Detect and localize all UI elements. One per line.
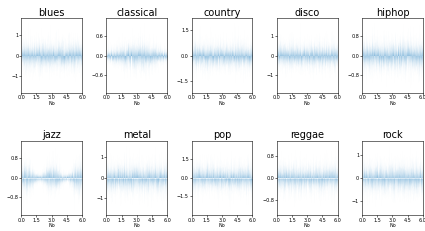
X-axis label: No: No [48, 223, 55, 228]
X-axis label: No: No [389, 101, 396, 106]
Title: country: country [204, 8, 241, 18]
Title: reggae: reggae [290, 130, 324, 140]
X-axis label: No: No [133, 223, 140, 228]
Title: hiphop: hiphop [376, 8, 409, 18]
Title: rock: rock [382, 130, 403, 140]
Title: classical: classical [116, 8, 158, 18]
X-axis label: No: No [219, 223, 225, 228]
X-axis label: No: No [304, 223, 311, 228]
X-axis label: No: No [219, 101, 225, 106]
X-axis label: No: No [389, 223, 396, 228]
Title: disco: disco [295, 8, 320, 18]
X-axis label: No: No [48, 101, 55, 106]
Title: metal: metal [123, 130, 151, 140]
Title: jazz: jazz [42, 130, 61, 140]
Title: pop: pop [213, 130, 231, 140]
X-axis label: No: No [133, 101, 140, 106]
Title: blues: blues [39, 8, 65, 18]
X-axis label: No: No [304, 101, 311, 106]
